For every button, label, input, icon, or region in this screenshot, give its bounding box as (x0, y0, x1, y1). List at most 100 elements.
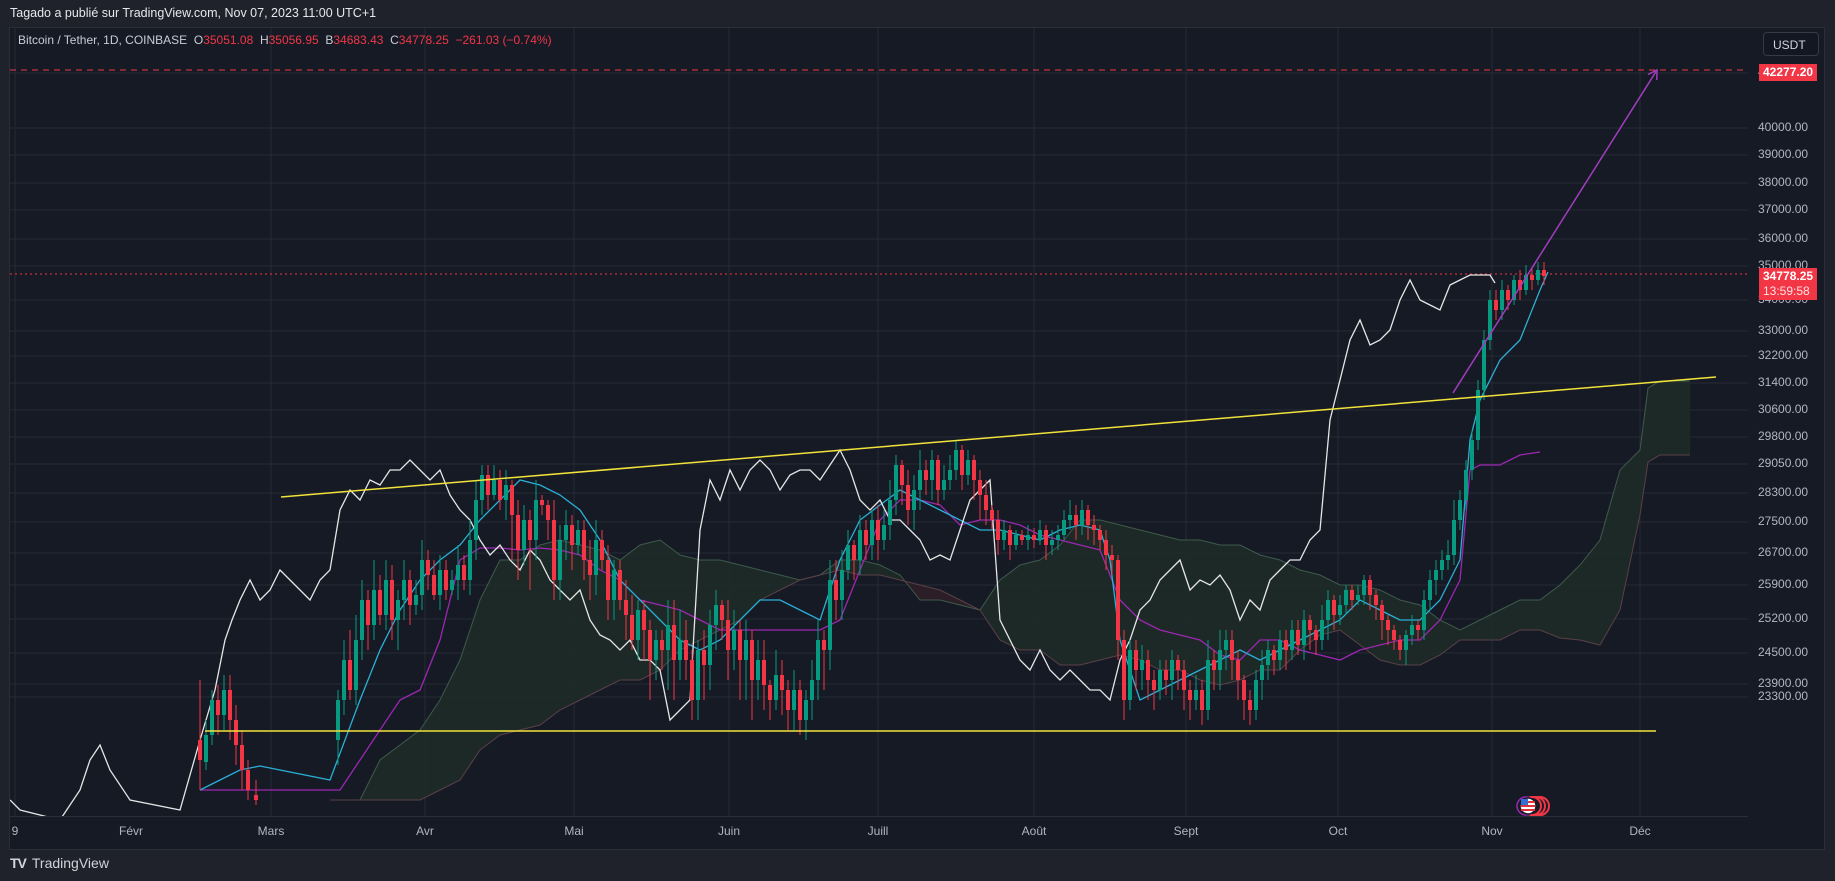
candle-down (1248, 700, 1252, 710)
price-axis-label: 30600.00 (1758, 402, 1809, 416)
candle-down (1236, 660, 1240, 680)
candle-up (870, 520, 874, 545)
candle-down (1092, 525, 1096, 530)
candle-down (1242, 680, 1246, 700)
candle-up (504, 485, 508, 500)
candle-up (456, 565, 460, 580)
candle-up (792, 690, 796, 710)
price-axis-label: 27500.00 (1758, 514, 1809, 528)
kijun-sen-line (200, 451, 1541, 791)
candle-up (1140, 660, 1144, 670)
candle-down (432, 575, 436, 595)
flag-stripe (1521, 809, 1535, 811)
cloud-segment (1620, 450, 1640, 610)
candle-down (1380, 605, 1384, 620)
senkou-span-a (330, 380, 1690, 801)
candle-down (984, 495, 988, 510)
candle-down (1146, 660, 1150, 680)
candle-up (1464, 470, 1468, 500)
candlestick-series (198, 262, 1546, 805)
candle-up (1302, 620, 1306, 645)
cloud-segment (1260, 555, 1280, 670)
chart-pane[interactable] (10, 28, 1748, 816)
candle-down (1008, 530, 1012, 545)
cloud-segment (1580, 540, 1600, 645)
candle-up (1266, 650, 1270, 665)
candle-down (1020, 535, 1024, 540)
cloud-segment (580, 545, 600, 700)
candle-down (1122, 640, 1126, 700)
candle-up (828, 580, 832, 650)
change-value: −261.03 (−0.74%) (455, 33, 552, 47)
cloud-segment (740, 565, 760, 620)
time-scale[interactable]: 9 Févr Mars Avr Mai Juin Juill Août Sept Oct Nov Dé… (10, 816, 1748, 850)
candle-up (480, 475, 484, 500)
candle-up (1128, 650, 1132, 700)
candle-up (1320, 620, 1324, 640)
candle-up (1482, 340, 1486, 390)
cloud-segment (1440, 620, 1460, 655)
candle-down (540, 500, 544, 505)
candle-down (1164, 670, 1168, 680)
candle-up (564, 525, 568, 540)
cloud-segment (420, 700, 440, 800)
symbol-name[interactable]: Bitcoin / Tether, 1D, COINBASE (18, 33, 188, 47)
brand-name: TradingView (31, 855, 109, 871)
candle-up (1440, 560, 1444, 570)
candle-down (366, 600, 370, 625)
candle-down (762, 660, 766, 685)
candle-down (1284, 640, 1288, 650)
candle-down (750, 640, 754, 680)
candle-down (1506, 290, 1510, 300)
publication-bar: Tagado a publié sur TradingView.com, Nov… (0, 0, 1835, 27)
candle-down (906, 485, 910, 510)
candle-down (648, 630, 652, 660)
drawings[interactable] (205, 68, 1717, 732)
candle-down (1074, 515, 1078, 525)
candle-down (786, 690, 790, 710)
candle-up (1344, 590, 1348, 605)
candle-up (774, 675, 778, 700)
economic-events[interactable] (1516, 796, 1550, 816)
candle-up (1356, 595, 1360, 600)
candle-up (1488, 300, 1492, 340)
candle-up (714, 605, 718, 625)
candle-up (1452, 520, 1456, 555)
candle-up (1038, 530, 1042, 540)
time-axis-label: Oct (1328, 824, 1348, 838)
candle-up (1002, 530, 1006, 540)
low-value: 34683.43 (333, 33, 384, 47)
currency-button[interactable]: USDT (1763, 32, 1819, 56)
candle-down (462, 565, 466, 580)
chart-frame (9, 27, 1825, 850)
candle-down (630, 615, 634, 640)
published-line: Tagado a publié sur TradingView.com, Nov… (10, 6, 377, 20)
candle-up (1410, 625, 1414, 635)
price-axis-label: 32200.00 (1758, 348, 1809, 362)
candle-up (534, 500, 538, 540)
candle-down (780, 675, 784, 690)
last-price-tag: 34778.25 13:59:58 (1759, 268, 1818, 300)
candle-up (732, 630, 736, 650)
candle-down (1386, 620, 1390, 630)
symbol-legend: Bitcoin / Tether, 1D, COINBASE O35051.08… (18, 33, 552, 47)
cloud-segment (720, 560, 740, 630)
time-axis-label: 9 (11, 824, 19, 838)
candle-up (636, 610, 640, 640)
price-axis-label: 36000.00 (1758, 231, 1809, 245)
candle-up (1260, 665, 1264, 680)
candle-down (960, 450, 964, 475)
candle-up (1026, 535, 1030, 540)
cloud-segment (1540, 585, 1560, 638)
price-scale[interactable]: 42000.0040000.0039000.0038000.0037000.00… (1748, 28, 1824, 816)
candle-up (1254, 680, 1258, 710)
price-axis-label: 25200.00 (1758, 611, 1809, 625)
candle-down (1332, 600, 1336, 615)
cloud-segment (1240, 545, 1260, 680)
bar-countdown: 13:59:58 (1763, 284, 1810, 298)
grid (10, 28, 1748, 816)
low-label: B (325, 33, 334, 47)
candle-down (228, 690, 232, 720)
open-label: O (193, 33, 204, 47)
candle-down (234, 720, 238, 745)
